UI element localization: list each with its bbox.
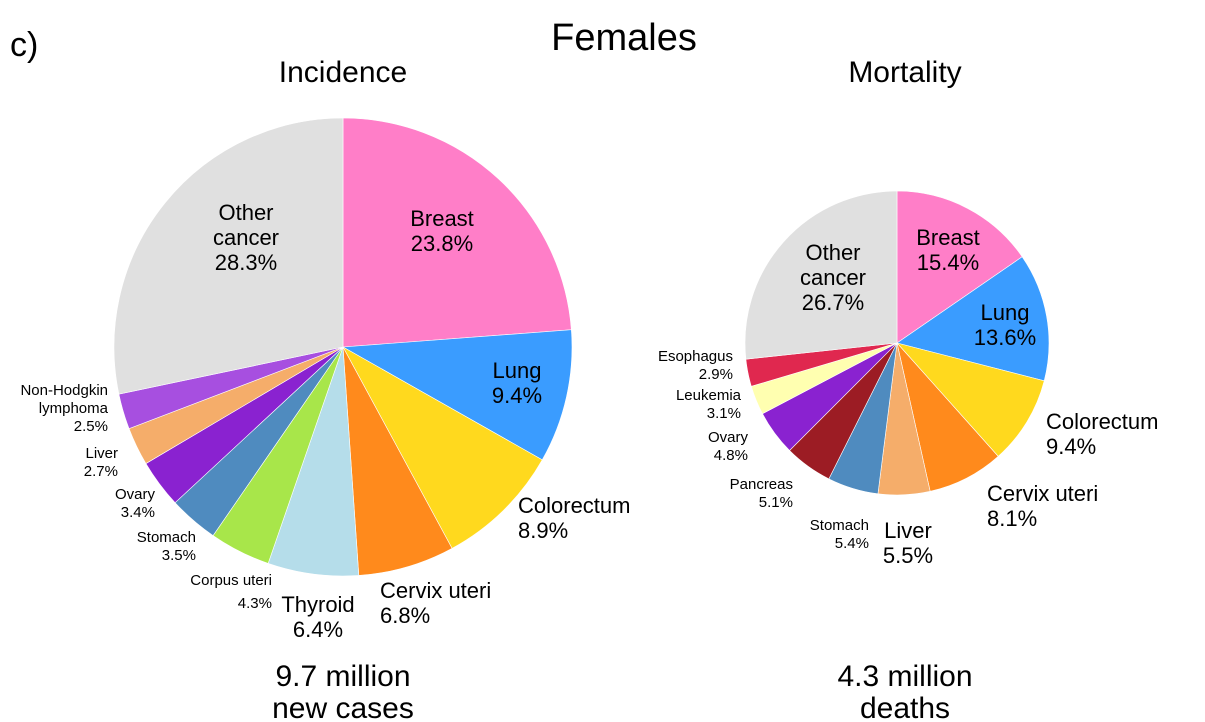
mortality-slice-breast <box>896 190 1023 344</box>
mortality-label-breast: Breast 15.4% <box>916 225 980 275</box>
incidence-label-thyroid: Thyroid 6.4% <box>281 592 354 642</box>
incidence-label-colorectum: Colorectum 8.9% <box>518 493 630 543</box>
mortality-slice-other-cancer <box>744 190 898 360</box>
mortality-label-other-cancer: Other cancer 26.7% <box>800 240 866 315</box>
incidence-label-ovary: Ovary 3.4% <box>115 486 156 521</box>
panel-label: c) <box>10 26 38 64</box>
mortality-label-stomach: Stomach 5.4% <box>810 517 869 552</box>
incidence-value-corpus-uteri: 4.3% <box>238 595 272 612</box>
mortality-total-line-1: 4.3 million <box>837 660 972 693</box>
mortality-label-pancreas: Pancreas 5.1% <box>730 476 793 511</box>
mortality-label-lung: Lung 13.6% <box>974 300 1036 350</box>
mortality-slice-colorectum <box>896 342 1045 457</box>
mortality-label-liver: Liver 5.5% <box>883 518 933 568</box>
incidence-slice-breast <box>342 117 572 348</box>
mortality-label-colorectum: Colorectum 9.4% <box>1046 409 1158 459</box>
incidence-label-other-cancer: Other cancer 28.3% <box>213 200 279 275</box>
figure-title: Females <box>551 17 697 59</box>
incidence-label-cervix-uteri: Cervix uteri 6.8% <box>380 578 491 628</box>
incidence-label-corpus-uteri: Corpus uteri <box>190 572 272 589</box>
incidence-slice-colorectum <box>342 346 543 549</box>
mortality-pie-chart: Mortality Breast 15.4% Lung 13.6% Colorectum 9… <box>658 56 1159 722</box>
incidence-total-line-1: 9.7 million <box>275 660 410 693</box>
incidence-label-stomach: Stomach 3.5% <box>137 529 196 564</box>
incidence-label-breast: Breast 23.8% <box>410 206 474 256</box>
incidence-label-liver: Liver 2.7% <box>84 445 118 480</box>
mortality-total-line-2: deaths <box>860 692 950 722</box>
mortality-label-cervix-uteri: Cervix uteri 8.1% <box>987 481 1098 531</box>
mortality-slice-lung <box>896 256 1050 382</box>
incidence-slice-other-cancer <box>113 117 344 395</box>
mortality-label-ovary: Ovary 4.8% <box>708 429 749 464</box>
mortality-title: Mortality <box>848 56 961 89</box>
mortality-label-esophagus: Esophagus 2.9% <box>658 348 733 383</box>
incidence-pie-chart: Incidence Breast 23.8% Lung 9.4% Colorectum 8.… <box>20 56 630 722</box>
incidence-slice-lung <box>341 329 573 461</box>
mortality-label-leukemia: Leukemia 3.1% <box>676 387 742 422</box>
incidence-title: Incidence <box>279 56 407 89</box>
incidence-total-line-2: new cases <box>272 692 414 722</box>
incidence-label-lung: Lung 9.4% <box>492 358 542 408</box>
incidence-label-non-hodgkin-lymphoma: Non-Hodgkin lymphoma 2.5% <box>20 382 108 435</box>
